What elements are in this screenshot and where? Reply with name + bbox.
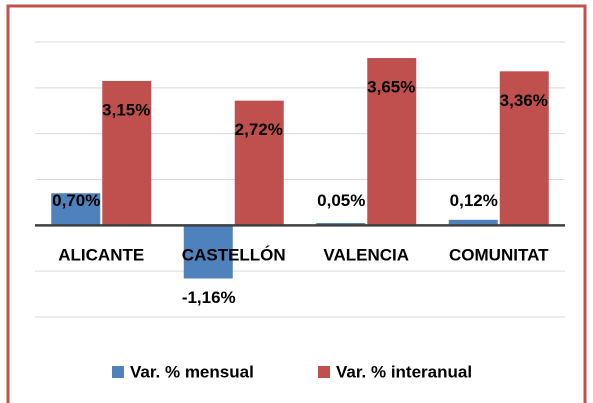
bar xyxy=(102,80,152,226)
x-tick-label: VALENCIA xyxy=(323,245,409,264)
legend-label: Var. % mensual xyxy=(130,362,254,381)
bar xyxy=(234,100,284,226)
bar xyxy=(51,193,101,226)
bar xyxy=(499,71,549,226)
bar xyxy=(367,58,417,226)
bar xyxy=(448,219,498,226)
bar xyxy=(183,225,233,279)
x-tick-label: ALICANTE xyxy=(58,245,144,264)
data-label: 2,72% xyxy=(235,120,283,139)
data-label: 0,70% xyxy=(52,191,100,210)
x-tick-label: COMUNITAT xyxy=(449,245,549,264)
frame xyxy=(6,4,587,403)
legend-swatch xyxy=(112,366,124,378)
legend-swatch xyxy=(318,366,330,378)
data-label: 3,15% xyxy=(102,100,150,119)
data-label: 0,12% xyxy=(450,191,498,210)
x-tick-label: CASTELLÓN xyxy=(182,245,286,264)
data-label: -1,16% xyxy=(182,288,236,307)
data-label: 3,65% xyxy=(367,78,415,97)
data-label: 3,36% xyxy=(500,91,548,110)
legend-label: Var. % interanual xyxy=(336,362,472,381)
data-label: 0,05% xyxy=(317,191,365,210)
